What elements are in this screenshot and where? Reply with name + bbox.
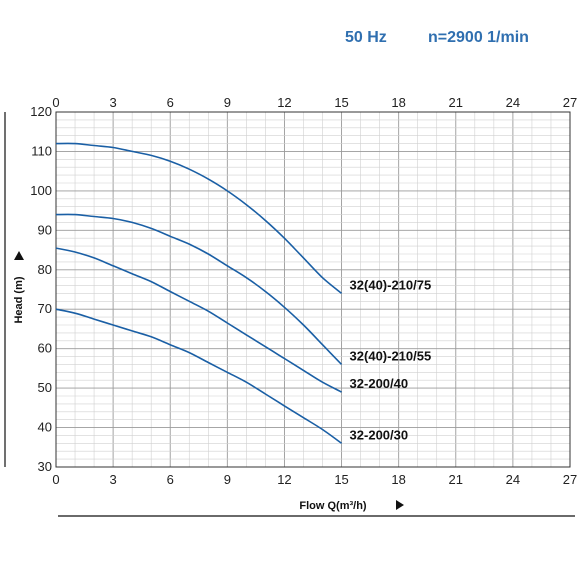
x-tick-label: 18 bbox=[391, 472, 405, 487]
y-axis-title: Head (m) bbox=[13, 276, 25, 323]
grid bbox=[55, 111, 571, 468]
y-tick-label: 30 bbox=[38, 459, 52, 474]
series-curve bbox=[55, 247, 342, 393]
x-tick-label: 21 bbox=[449, 472, 463, 487]
series-curve bbox=[55, 308, 343, 444]
plot-frame bbox=[55, 111, 571, 468]
y-tick-label: 120 bbox=[30, 104, 52, 119]
series-curve bbox=[55, 213, 343, 365]
x-tick-label-top: 24 bbox=[506, 95, 520, 110]
x-tick-label-top: 9 bbox=[224, 95, 231, 110]
x-tick-label-top: 0 bbox=[52, 95, 59, 110]
x-tick-label: 3 bbox=[109, 472, 116, 487]
y-tick-label: 110 bbox=[31, 143, 52, 158]
x-tick-label: 6 bbox=[167, 472, 174, 487]
series-label: 32(40)-210/55 bbox=[350, 348, 432, 363]
x-tick-label-top: 3 bbox=[109, 95, 116, 110]
x-tick-label: 24 bbox=[506, 472, 520, 487]
y-tick-label: 50 bbox=[38, 380, 52, 395]
x-tick-label: 12 bbox=[277, 472, 291, 487]
x-tick-label-top: 12 bbox=[277, 95, 291, 110]
series-curve bbox=[55, 142, 343, 295]
y-tick-label: 40 bbox=[38, 420, 52, 435]
x-tick-label: 0 bbox=[52, 472, 59, 487]
x-axis-arrow-icon bbox=[396, 500, 404, 510]
x-tick-label-top: 27 bbox=[563, 95, 577, 110]
x-tick-label: 27 bbox=[563, 472, 577, 487]
x-tick-label-top: 15 bbox=[334, 95, 348, 110]
x-tick-label-top: 21 bbox=[449, 95, 463, 110]
x-tick-label-top: 6 bbox=[167, 95, 174, 110]
y-tick-label: 80 bbox=[38, 262, 52, 277]
y-tick-label: 70 bbox=[38, 301, 52, 316]
x-tick-label: 9 bbox=[224, 472, 231, 487]
series-label: 32(40)-210/75 bbox=[350, 277, 432, 292]
x-tick-label-top: 18 bbox=[391, 95, 405, 110]
x-tick-label: 15 bbox=[334, 472, 348, 487]
speed-label: n=2900 1/min bbox=[428, 29, 529, 46]
curves bbox=[55, 142, 343, 444]
y-tick-label: 60 bbox=[38, 341, 52, 356]
y-axis-arrow-icon bbox=[14, 251, 24, 260]
series-label: 32-200/30 bbox=[350, 427, 409, 442]
x-axis-label: Flow Q(m³/h) bbox=[299, 500, 367, 512]
frequency-label: 50 Hz bbox=[345, 29, 387, 46]
series-labels: 32(40)-210/75 32(40)-210/55 32-200/40 32-20… bbox=[350, 277, 432, 442]
series-label: 32-200/40 bbox=[350, 376, 409, 391]
tick-labels: 0 0 3 3 6 6 9 9 12 12 15 15 18 18 21 21 24 24 27 27 30 40 50 60… bbox=[30, 95, 577, 487]
y-tick-label: 100 bbox=[30, 183, 52, 198]
y-axis-label: Head (m) bbox=[13, 276, 25, 323]
y-tick-label: 90 bbox=[38, 222, 52, 237]
